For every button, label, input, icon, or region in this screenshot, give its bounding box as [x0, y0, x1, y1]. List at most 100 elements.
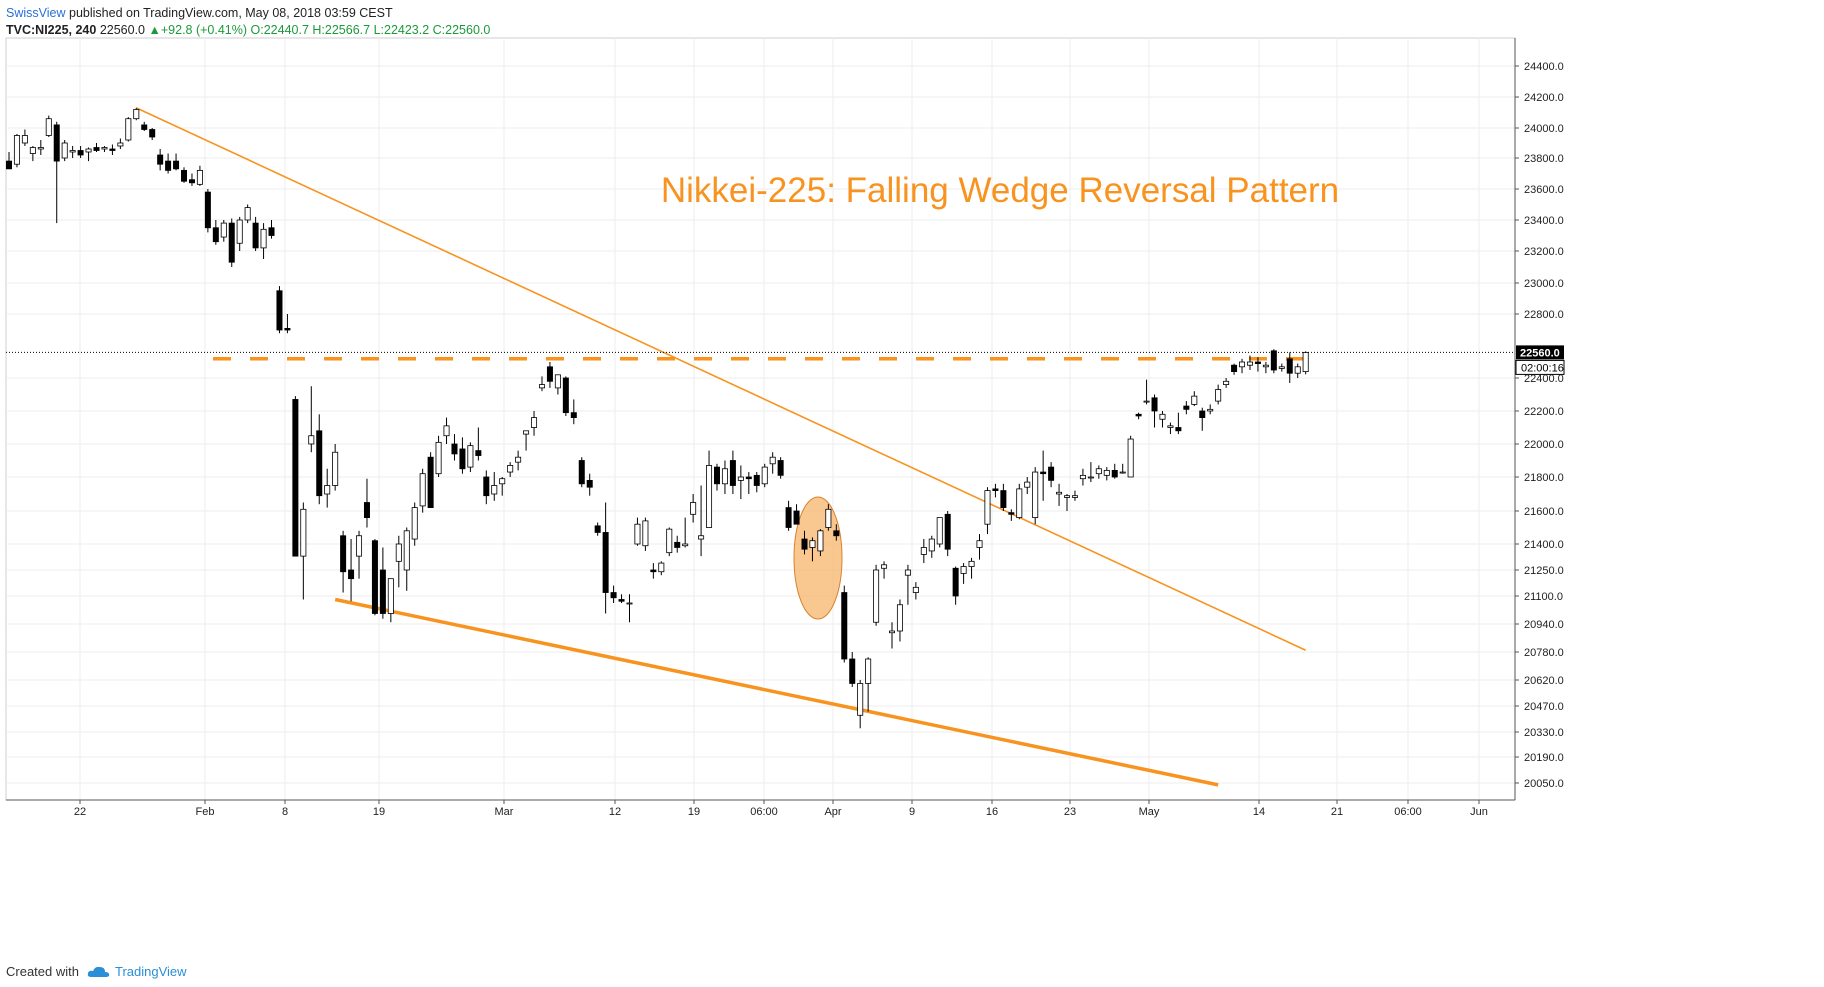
candle [920, 539, 927, 564]
candle [45, 115, 52, 137]
candle-body [1103, 469, 1110, 476]
candle [149, 128, 156, 140]
candle-body [666, 528, 673, 554]
open-value: O:22440.7 [250, 23, 309, 37]
candle-body [857, 683, 864, 716]
candle-body [1207, 408, 1214, 412]
candle-body [650, 569, 657, 573]
candle-body [292, 399, 299, 557]
candle [395, 535, 402, 588]
candle [889, 622, 896, 649]
candle-body [570, 412, 577, 418]
candle [761, 463, 768, 488]
candle-body [483, 476, 490, 497]
candle [204, 189, 211, 233]
price-tick-label: 22400.0 [1524, 373, 1564, 385]
price-tick-label: 20190.0 [1524, 752, 1564, 764]
candle-body [1167, 425, 1174, 428]
candle-body [204, 191, 211, 229]
candle [904, 564, 911, 605]
time-tick-label: 16 [986, 806, 998, 818]
candle-body [45, 118, 52, 136]
candle-body [419, 473, 426, 507]
candle-body [825, 508, 832, 528]
candle-body [236, 219, 243, 244]
time-tick-label: 21 [1331, 806, 1343, 818]
candle-body [379, 569, 386, 614]
candle-body [443, 425, 450, 437]
candle [196, 165, 203, 186]
candle [1111, 463, 1118, 479]
time-axis[interactable]: 22 Feb 8 19 Mar 12 19 06:00 Apr 9 16 23 May 14 21 06:00… [6, 799, 1515, 818]
candle [642, 517, 649, 551]
candle [881, 561, 888, 579]
candle [753, 472, 760, 493]
candle [165, 153, 172, 174]
overlays: 22560.0 02:00:16 [6, 345, 1565, 375]
candle-body [308, 435, 315, 445]
candle-body [260, 228, 267, 249]
time-tick-label: 06:00 [750, 806, 778, 818]
candle [706, 450, 713, 528]
candle [594, 522, 601, 536]
candle-body [1119, 471, 1126, 474]
price-tick-label: 21800.0 [1524, 472, 1564, 484]
candle [570, 399, 577, 425]
candle-body [1262, 364, 1269, 368]
candle-body [228, 222, 235, 263]
candle [1231, 363, 1238, 375]
candle [682, 517, 689, 548]
candle-body [546, 366, 553, 382]
candle [698, 485, 705, 557]
price-tick-label: 20940.0 [1524, 619, 1564, 631]
candle-body [1183, 405, 1190, 410]
candle-body [1024, 481, 1031, 488]
candle [1254, 357, 1261, 372]
candle [849, 652, 856, 687]
candle-body [300, 508, 307, 557]
candle-body [658, 562, 665, 573]
candle-body [1000, 490, 1007, 509]
symbol-label[interactable]: TVC:NI225, 240 [6, 23, 97, 37]
candle [523, 430, 530, 451]
candle-body [348, 569, 355, 580]
current-price-badge [1516, 345, 1564, 360]
price-tick-label: 21100.0 [1524, 591, 1563, 603]
candle-body [809, 540, 816, 548]
candle-body [1127, 438, 1134, 478]
price-tick-label: 20050.0 [1524, 778, 1564, 790]
price-axis[interactable]: 24400.0 24200.0 24000.0 23800.0 23600.0 23400… [1514, 38, 1564, 800]
candle-body [6, 160, 12, 170]
candle [1143, 379, 1150, 405]
candle-body [992, 488, 999, 491]
candle [634, 517, 641, 546]
candle [252, 216, 259, 251]
tradingview-brand[interactable]: TradingView [87, 964, 187, 979]
candle-body [562, 377, 569, 414]
candle [546, 362, 553, 388]
candle-body [531, 417, 538, 428]
candle-body [1286, 358, 1293, 374]
candle-body [729, 460, 736, 486]
candle-body [1175, 427, 1182, 432]
candle-body [1095, 468, 1102, 475]
candle-body [1159, 413, 1166, 420]
candle [387, 578, 394, 623]
candle-body [745, 476, 752, 480]
candle [984, 487, 991, 535]
candle-body [873, 569, 880, 623]
candle-body [968, 560, 975, 567]
candle-body [284, 327, 291, 331]
candle [1286, 352, 1293, 383]
created-with-text: Created with [6, 964, 79, 979]
candle [475, 427, 482, 461]
candle [483, 470, 490, 505]
author-link[interactable]: SwissView [6, 6, 66, 20]
candle-body [602, 532, 609, 593]
published-text: published on TradingView.com, May 08, 20… [69, 6, 393, 20]
candle-body [149, 129, 156, 138]
candle [29, 146, 36, 162]
candle-body [196, 169, 203, 185]
candle [674, 535, 681, 553]
